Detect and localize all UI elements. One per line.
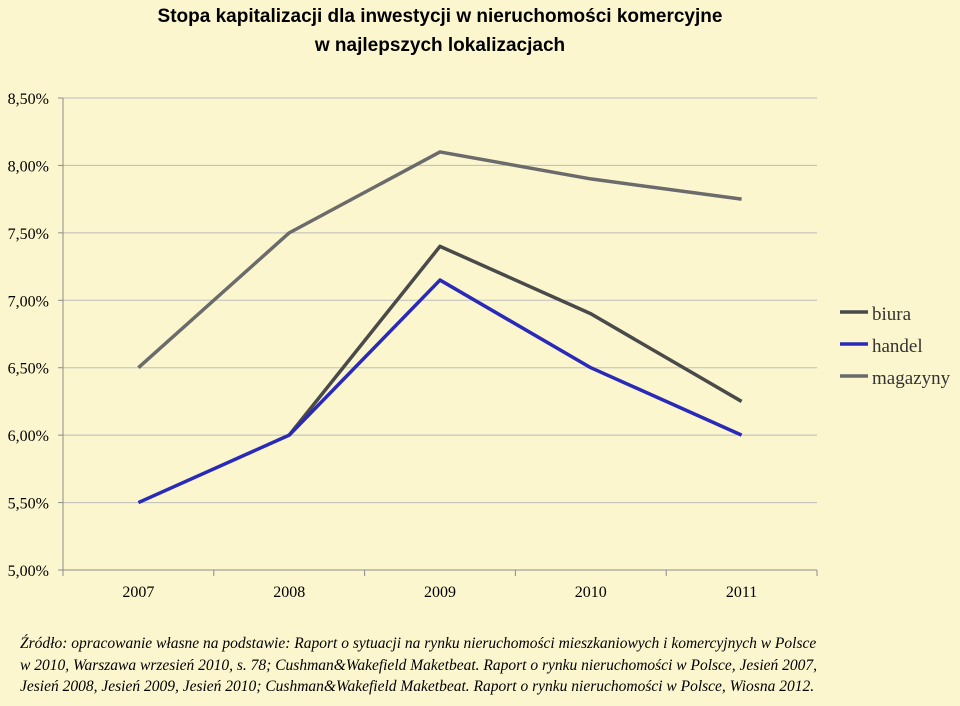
legend: biura handel magazyny [840,304,951,389]
y-tick-label-7: 5,00% [8,563,49,580]
line-chart: 8,50% 8,00% 7,50% 7,00% 6,50% 6,00% 5,50% 5,00%… [8,91,951,601]
x-tick-label-4: 2011 [726,584,757,601]
legend-label-biura: biura [872,304,912,325]
y-tick-label-1: 8,00% [8,158,49,175]
x-tick-label-1: 2008 [273,584,305,601]
chart-title: Stopa kapitalizacji dla inwestycji w nie… [60,2,820,60]
chart-title-line1: Stopa kapitalizacji dla inwestycji w nie… [157,6,723,27]
legend-label-magazyny: magazyny [872,368,951,389]
source-line-2: w 2010, Warszawa wrzesień 2010, s. 78; C… [20,656,818,674]
series-line-handel [137,278,743,505]
series-line-biura [287,244,743,437]
source-note: Źródło: opracowanie własne na podstawie:… [20,633,950,698]
source-line-1: Źródło: opracowanie własne na podstawie:… [20,635,817,652]
y-tick-label-3: 7,00% [8,293,49,310]
x-tick-label-0: 2007 [122,584,154,601]
series-layer [137,150,743,505]
y-tick-label-5: 6,00% [8,428,49,445]
x-tick-label-3: 2010 [575,584,607,601]
y-tick-label-0: 8,50% [8,91,49,108]
axis-layer: 8,50% 8,00% 7,50% 7,00% 6,50% 6,00% 5,50% 5,00%… [8,91,818,601]
y-tick-label-2: 7,50% [8,226,49,243]
y-tick-label-6: 5,50% [8,496,49,513]
source-line-3: Jesień 2008, Jesień 2009, Jesień 2010; C… [20,678,815,695]
series-line-magazyny [137,150,742,370]
chart-title-line2: w najlepszych lokalizacjach [314,35,566,56]
legend-label-handel: handel [872,336,923,357]
y-tick-label-4: 6,50% [8,361,49,378]
x-tick-label-2: 2009 [424,584,456,601]
